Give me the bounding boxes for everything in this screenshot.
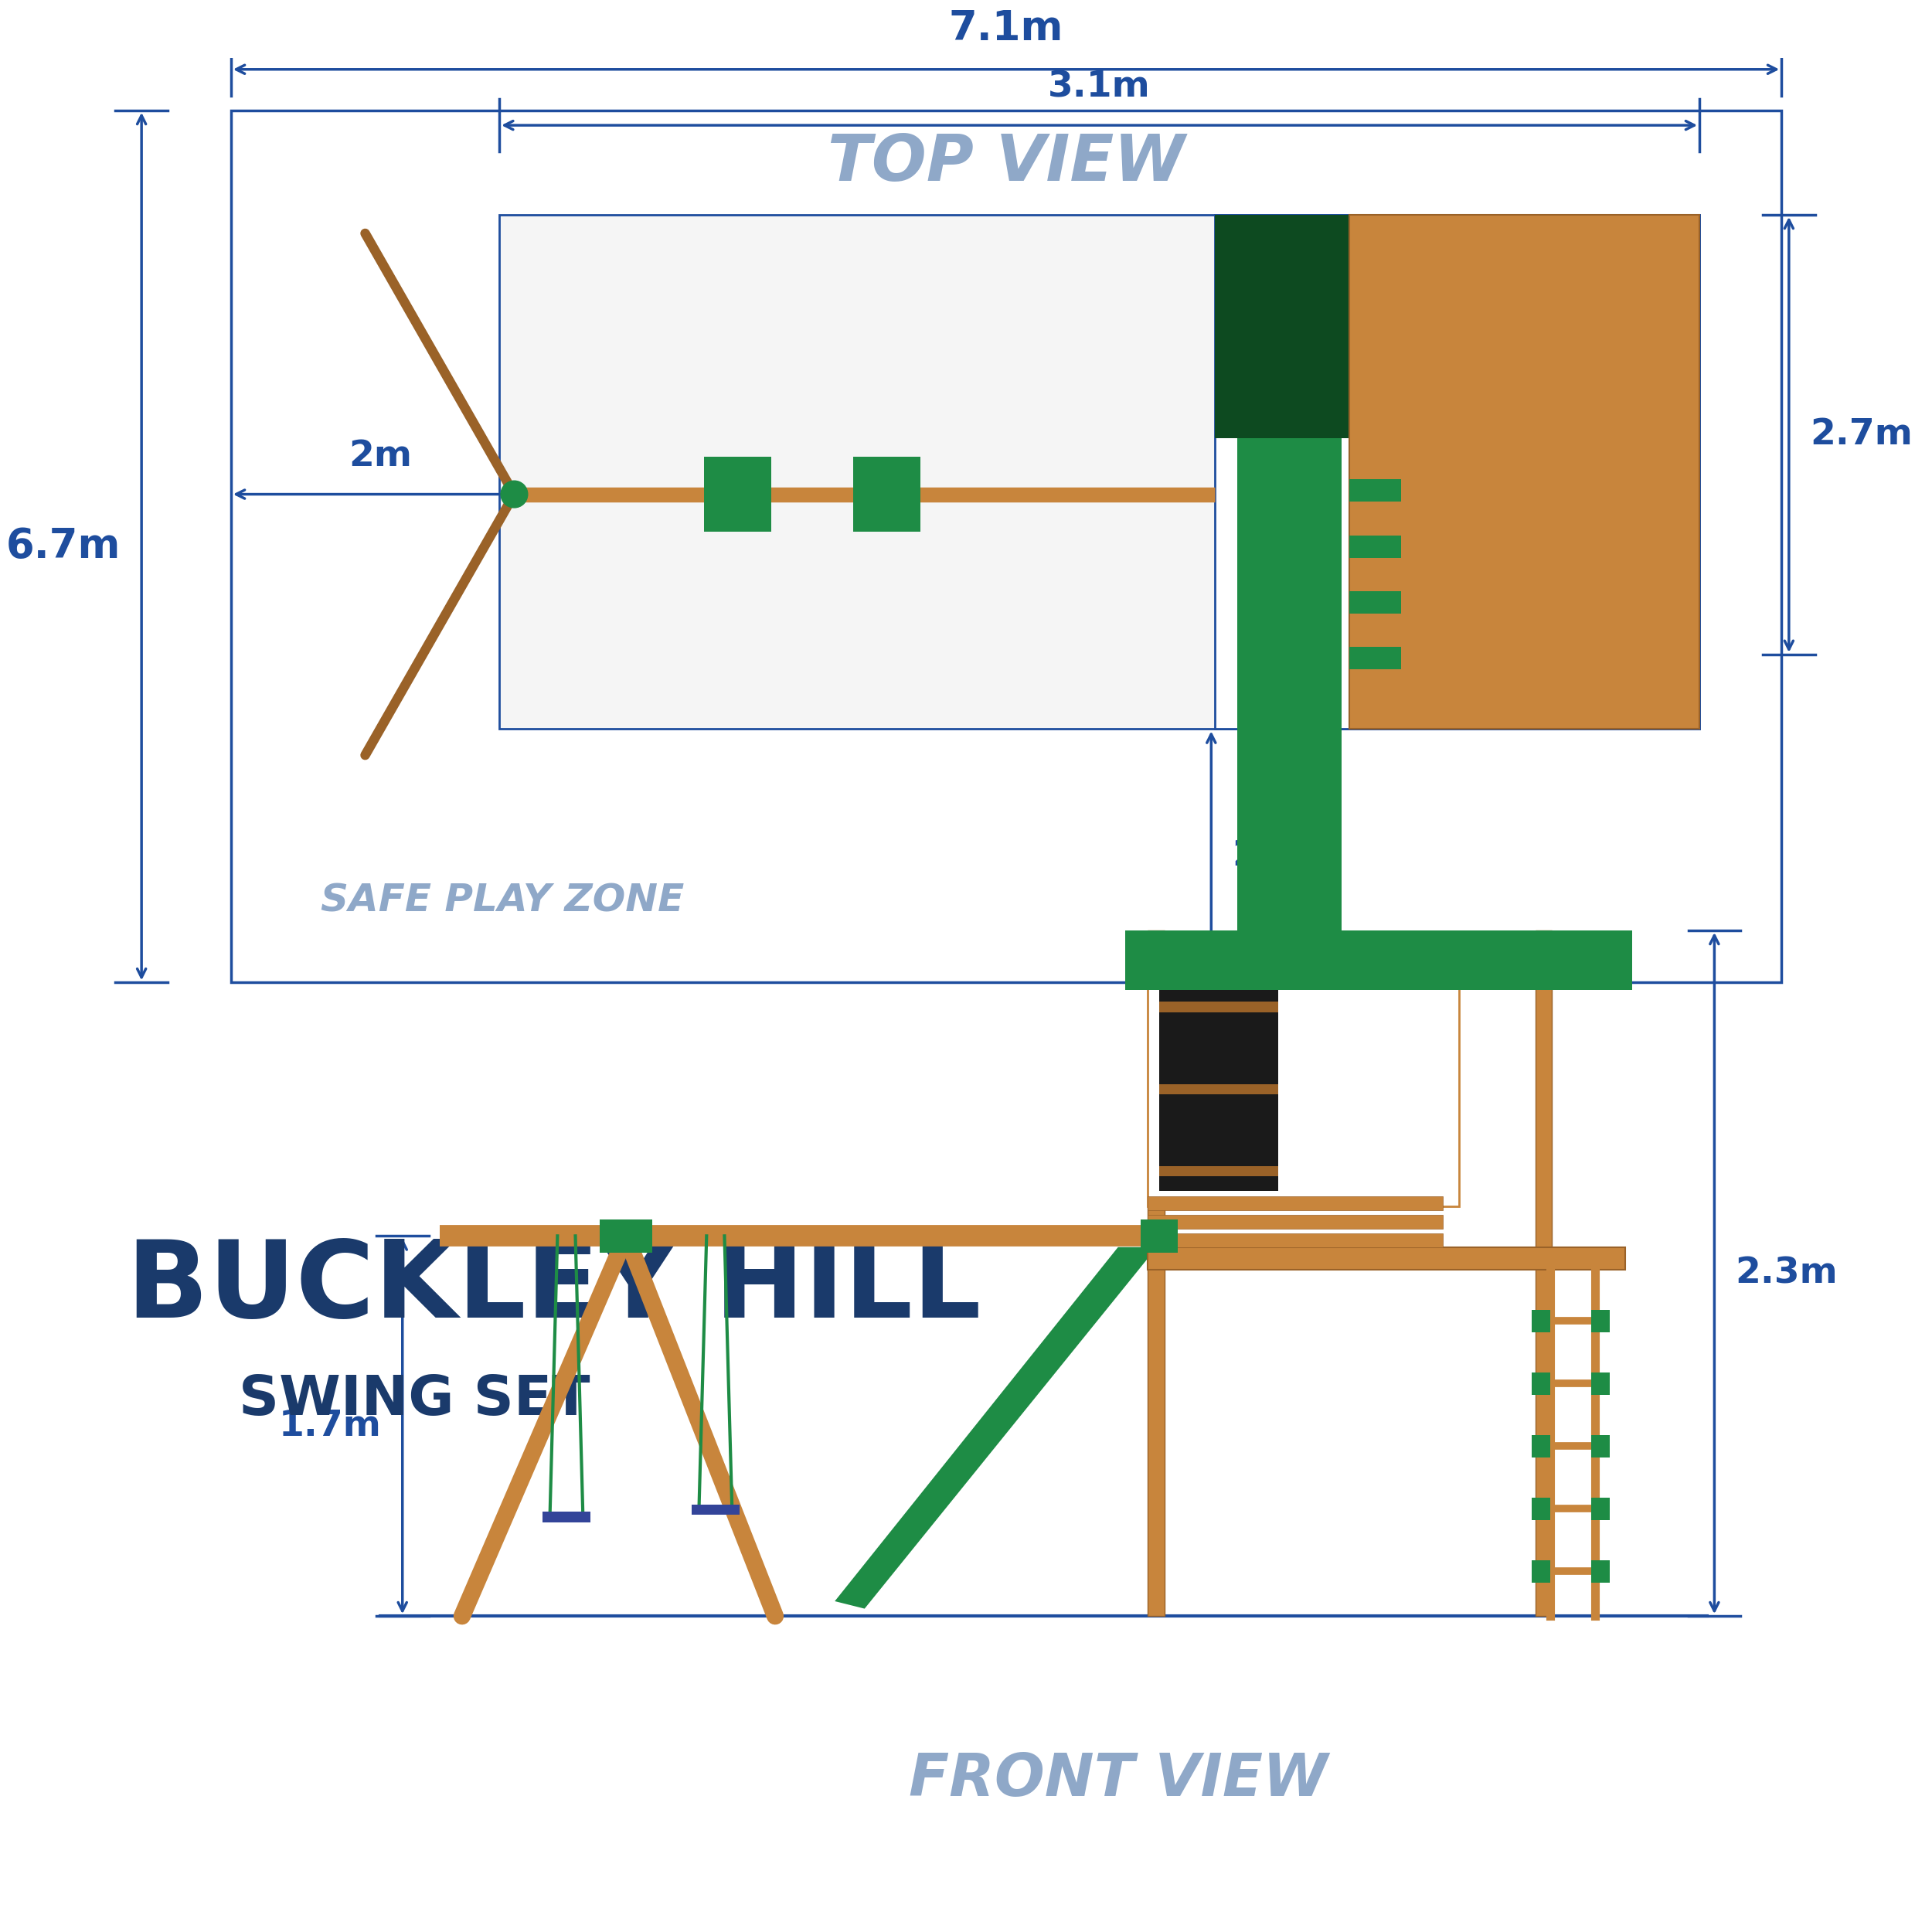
Bar: [692, 1505, 740, 1515]
Bar: [1159, 1165, 1279, 1177]
Text: 2.3m: 2.3m: [1735, 1256, 1837, 1291]
Bar: [1148, 1235, 1443, 1248]
Bar: [1349, 479, 1401, 502]
Bar: [1236, 439, 1341, 952]
Bar: [232, 110, 1781, 983]
Bar: [1148, 1248, 1625, 1269]
Bar: [1349, 214, 1700, 728]
Bar: [1148, 1196, 1443, 1209]
Circle shape: [500, 481, 527, 508]
Text: 2.7m: 2.7m: [1810, 417, 1913, 452]
Text: FRONT VIEW: FRONT VIEW: [908, 1752, 1327, 1808]
Bar: [1148, 1215, 1443, 1229]
Bar: [1536, 931, 1551, 1615]
Bar: [1592, 1497, 1609, 1520]
Bar: [1592, 1561, 1609, 1582]
Bar: [854, 458, 920, 531]
Bar: [1215, 214, 1700, 728]
Bar: [1592, 1372, 1609, 1395]
Polygon shape: [835, 1248, 1148, 1609]
Text: SWING SET: SWING SET: [238, 1374, 589, 1426]
Bar: [1349, 591, 1401, 614]
Bar: [1532, 1372, 1549, 1395]
Text: 6.7m: 6.7m: [6, 526, 120, 566]
Text: 7.1m: 7.1m: [949, 8, 1063, 48]
Bar: [1148, 937, 1459, 1206]
Bar: [1532, 1310, 1549, 1331]
Bar: [1126, 931, 1633, 989]
Text: 3.1m: 3.1m: [1047, 70, 1151, 104]
Bar: [1159, 1084, 1279, 1094]
Bar: [543, 1511, 591, 1522]
Text: 2m: 2m: [348, 439, 412, 473]
Bar: [1159, 1003, 1279, 1012]
Text: 1.7m: 1.7m: [278, 1408, 381, 1443]
Bar: [498, 214, 1700, 728]
Bar: [1215, 214, 1565, 439]
Bar: [1592, 1435, 1609, 1457]
Bar: [1592, 1310, 1609, 1331]
Bar: [1159, 945, 1279, 1192]
Bar: [1349, 535, 1401, 558]
Bar: [705, 458, 771, 531]
Bar: [1532, 1561, 1549, 1582]
Text: TOP VIEW: TOP VIEW: [827, 131, 1184, 193]
Bar: [601, 1219, 653, 1252]
Bar: [1532, 1497, 1549, 1520]
Bar: [1148, 931, 1165, 1615]
Bar: [1140, 1219, 1179, 1252]
Text: 2m: 2m: [1233, 838, 1296, 873]
Text: BUCKLEY HILL: BUCKLEY HILL: [128, 1236, 981, 1341]
Bar: [1349, 647, 1401, 668]
Bar: [1532, 1435, 1549, 1457]
Text: SAFE PLAY ZONE: SAFE PLAY ZONE: [321, 883, 684, 920]
